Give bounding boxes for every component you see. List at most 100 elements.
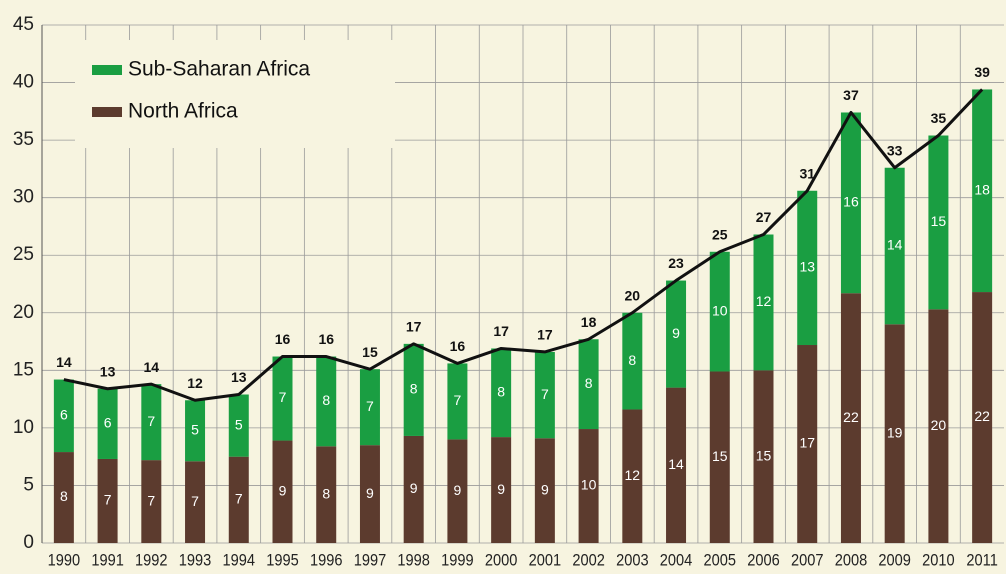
bar-value-label: 16 [843, 194, 859, 210]
x-tick-label: 1992 [135, 552, 168, 570]
bar-value-label: 14 [668, 456, 684, 472]
x-tick-label: 2004 [660, 552, 693, 570]
y-tick-label: 15 [13, 359, 34, 380]
bar-value-label: 15 [756, 447, 772, 463]
y-tick-label: 45 [13, 14, 34, 35]
x-tick-label: 1994 [223, 552, 256, 570]
total-line [63, 88, 984, 402]
bar-segment [797, 190, 818, 346]
x-tick-label: 2008 [835, 552, 868, 570]
bar-segment [53, 452, 74, 543]
y-tick-label: 20 [13, 302, 34, 323]
bar-segment [141, 460, 162, 543]
total-label: 33 [887, 142, 903, 158]
bar-value-label: 7 [147, 492, 155, 508]
total-label: 31 [799, 165, 815, 181]
legend-box [75, 40, 395, 148]
y-tick-label: 40 [13, 72, 34, 93]
bar-value-label: 8 [322, 485, 330, 501]
bar-segment [884, 324, 905, 543]
x-tick-label: 2002 [572, 552, 605, 570]
bar-value-label: 10 [712, 302, 728, 318]
y-tick-label: 30 [13, 187, 34, 208]
bar-segment [359, 445, 380, 543]
bar-segment [97, 388, 118, 459]
bar-value-label: 8 [60, 488, 68, 504]
bar-segment [578, 429, 599, 543]
bar-value-label: 8 [497, 383, 505, 399]
bar-segment [359, 369, 380, 446]
legend-swatch [92, 65, 122, 75]
bar-value-label: 7 [454, 392, 462, 408]
bar-segment [447, 363, 468, 440]
bar-value-label: 13 [799, 259, 815, 275]
bar-segment [972, 292, 993, 543]
total-label: 16 [450, 338, 466, 354]
x-tick-label: 1990 [48, 552, 81, 570]
bar-segment [840, 112, 861, 294]
x-tick-label: 2007 [791, 552, 824, 570]
bar-segment [709, 371, 730, 543]
y-tick-label: 25 [13, 244, 34, 265]
bar-segment [884, 167, 905, 325]
bar-value-label: 9 [279, 482, 287, 498]
bar-segment [928, 135, 949, 310]
bar-value-label: 8 [322, 392, 330, 408]
x-tick-label: 2009 [878, 552, 911, 570]
x-tick-label: 2010 [922, 552, 955, 570]
bar-segment [972, 89, 993, 293]
x-tick-label: 2000 [485, 552, 518, 570]
bar-segment [534, 438, 555, 543]
bar-segment [97, 458, 118, 543]
x-tick-label: 2005 [704, 552, 737, 570]
bar-segment [185, 400, 206, 462]
bar-value-label: 15 [712, 448, 728, 464]
total-label: 27 [756, 209, 772, 225]
bar-segment [403, 343, 424, 436]
bar-segment [491, 348, 512, 438]
bar-segment [622, 409, 643, 543]
bar-segment [185, 461, 206, 543]
bar-segment [316, 356, 337, 447]
y-tick-label: 10 [13, 417, 34, 438]
x-tick-label: 2003 [616, 552, 649, 570]
y-tick-label: 5 [23, 474, 34, 495]
bar-value-label: 9 [672, 325, 680, 341]
bar-segment [53, 379, 74, 453]
bar-value-label: 7 [366, 398, 374, 414]
total-label: 13 [231, 369, 247, 385]
bar-value-label: 18 [974, 181, 990, 197]
bar-segment [753, 234, 774, 371]
bar-segment [272, 356, 293, 441]
bar-value-label: 5 [191, 421, 199, 437]
bar-value-label: 7 [235, 491, 243, 507]
bar-segment [534, 351, 555, 439]
total-label: 25 [712, 226, 728, 242]
bar-segment [840, 293, 861, 543]
bar-segment [228, 394, 249, 457]
total-label: 17 [537, 327, 553, 343]
bar-value-label: 7 [104, 492, 112, 508]
x-tick-label: 2001 [529, 552, 562, 570]
bar-value-label: 20 [931, 417, 947, 433]
bar-segment [228, 456, 249, 543]
x-tick-label: 1991 [91, 552, 124, 570]
total-label: 14 [144, 359, 160, 375]
bar-segment [272, 440, 293, 543]
total-label: 37 [843, 87, 859, 103]
x-tick-label: 1999 [441, 552, 474, 570]
bar-value-label: 19 [887, 424, 903, 440]
bar-value-label: 9 [497, 481, 505, 497]
bar-value-label: 9 [366, 485, 374, 501]
bar-value-label: 7 [541, 386, 549, 402]
bar-value-label: 9 [541, 481, 549, 497]
total-label: 18 [581, 314, 597, 330]
bar-value-label: 8 [585, 375, 593, 391]
bar-value-label: 22 [843, 409, 859, 425]
bar-segment [316, 446, 337, 543]
bar-value-label: 17 [799, 435, 815, 451]
bar-value-label: 14 [887, 237, 903, 253]
bar-value-label: 6 [60, 407, 68, 423]
total-label: 16 [318, 331, 334, 347]
